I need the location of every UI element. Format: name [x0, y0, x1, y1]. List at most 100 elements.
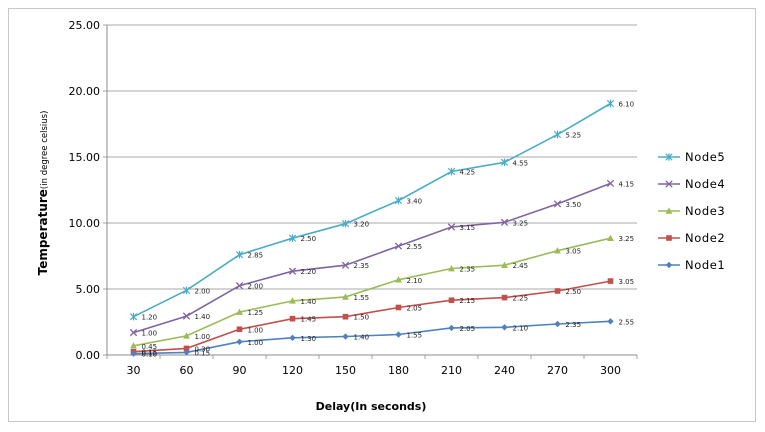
legend-label-node2: Node2	[685, 231, 725, 245]
data-label-node5: 6.10	[619, 101, 635, 109]
point-node4	[341, 261, 350, 269]
data-label-node2: 1.00	[248, 326, 264, 334]
gridlines	[107, 24, 637, 290]
y-tick-label: 10.00	[69, 217, 101, 230]
x-tick-label: 240	[494, 364, 515, 377]
point-node4	[235, 282, 244, 290]
point-node5	[341, 219, 350, 228]
y-tick-label: 15.00	[69, 151, 101, 164]
x-tick-label: 150	[335, 364, 356, 377]
x-tick-label: 300	[600, 364, 621, 377]
data-label-node3: 0.45	[142, 343, 158, 351]
data-label-node3: 1.25	[248, 309, 264, 317]
x-tick-label: 180	[388, 364, 409, 377]
point-node2	[289, 315, 296, 322]
point-node3	[183, 332, 190, 339]
data-label-node2: 1.50	[354, 314, 370, 322]
y-tick-label: 20.00	[69, 85, 101, 98]
data-label-node4: 3.25	[513, 219, 529, 227]
data-label-node2: 2.50	[566, 288, 582, 296]
point-node1	[501, 324, 508, 331]
y-axis-label: Temperature(in degree celsius)	[36, 111, 50, 276]
data-label-node4: 3.50	[566, 201, 582, 209]
legend-label-node1: Node1	[685, 258, 725, 272]
data-label-node2: 0.15	[142, 349, 158, 357]
data-label-node1: 1.40	[354, 334, 370, 342]
data-label-node1: 1.00	[248, 339, 264, 347]
x-tick-label: 270	[547, 364, 568, 377]
point-node1	[183, 349, 190, 356]
point-node3	[289, 297, 296, 304]
data-label-node4: 1.00	[142, 330, 158, 338]
data-label-node2: 1.45	[301, 316, 317, 324]
legend-marker-node3	[665, 207, 673, 214]
data-labels: 1.20 2.00 2.85 2.50 3.20 3.40 4.25 4.55 5.25 6.10…	[142, 101, 635, 359]
point-node2	[501, 294, 508, 301]
legend-marker-node5	[665, 153, 673, 161]
data-label-node1: 0.15	[195, 349, 211, 357]
point-node3	[395, 276, 402, 283]
point-node2	[554, 288, 561, 294]
series-line-node2	[133, 280, 611, 353]
data-label-node1: 1.55	[407, 332, 423, 340]
data-label-node2: 3.05	[619, 278, 635, 286]
point-node1	[554, 320, 561, 328]
point-node2	[607, 278, 614, 284]
y-tick-label: 25.00	[69, 19, 101, 32]
data-label-node5: 4.25	[460, 169, 476, 177]
data-label-node1: 0.10	[142, 351, 158, 359]
data-label-node1: 2.05	[460, 325, 476, 333]
y-tick-label: 0.00	[76, 349, 101, 362]
series-line-node3	[133, 237, 611, 347]
point-node4	[447, 223, 456, 231]
data-label-node3: 3.25	[619, 235, 635, 243]
point-node3	[607, 234, 614, 241]
point-node1	[448, 324, 455, 332]
point-node5	[182, 286, 191, 295]
x-axis-label: Delay(In seconds)	[316, 400, 427, 413]
point-node1	[395, 331, 402, 338]
series-line-node4	[133, 182, 611, 334]
data-label-node4: 4.15	[619, 180, 635, 188]
x-tick-label: 60	[180, 364, 194, 377]
x-tick-label: 120	[282, 364, 303, 377]
data-label-node5: 2.85	[248, 252, 264, 260]
data-label-node3: 2.45	[513, 262, 529, 270]
point-node4	[182, 312, 191, 320]
data-label-node3: 1.00	[195, 333, 211, 341]
point-node1	[342, 333, 349, 340]
point-node5	[288, 234, 297, 242]
data-label-node3: 1.40	[301, 298, 317, 306]
data-label-node4: 2.35	[354, 262, 370, 270]
data-label-node3: 3.05	[566, 248, 582, 256]
y-axis-label-main: Temperature	[36, 189, 50, 275]
x-tick-label: 30	[127, 364, 141, 377]
data-label-node1: 2.55	[619, 318, 635, 326]
data-label-node3: 1.55	[354, 294, 370, 302]
data-label-node4: 1.40	[195, 313, 211, 321]
point-node2	[448, 297, 455, 304]
data-label-node5: 3.40	[407, 198, 423, 206]
data-label-node2: 0.30	[195, 345, 211, 353]
point-node3	[130, 342, 137, 349]
point-node5	[394, 196, 403, 205]
data-label-node5: 1.20	[142, 314, 158, 322]
data-label-node3: 2.10	[407, 277, 423, 285]
legend-marker-node4	[665, 180, 673, 188]
data-label-node1: 1.30	[301, 335, 317, 343]
point-node1	[607, 318, 614, 325]
point-node5	[606, 99, 615, 108]
data-label-node2: 2.25	[513, 295, 529, 303]
point-node1	[130, 350, 137, 357]
axes: 0.00 5.00 10.00 15.00 20.00 25.00 30 60 90 120 150…	[69, 19, 638, 377]
point-node3	[501, 261, 508, 269]
point-node1	[289, 334, 296, 342]
point-node5	[553, 130, 562, 139]
point-node4	[553, 200, 562, 208]
data-label-node4: 2.20	[301, 268, 317, 276]
point-node3	[342, 293, 349, 300]
legend-label-node5: Node5	[685, 150, 725, 164]
point-node4	[500, 218, 509, 226]
data-label-node5: 2.00	[195, 287, 211, 295]
